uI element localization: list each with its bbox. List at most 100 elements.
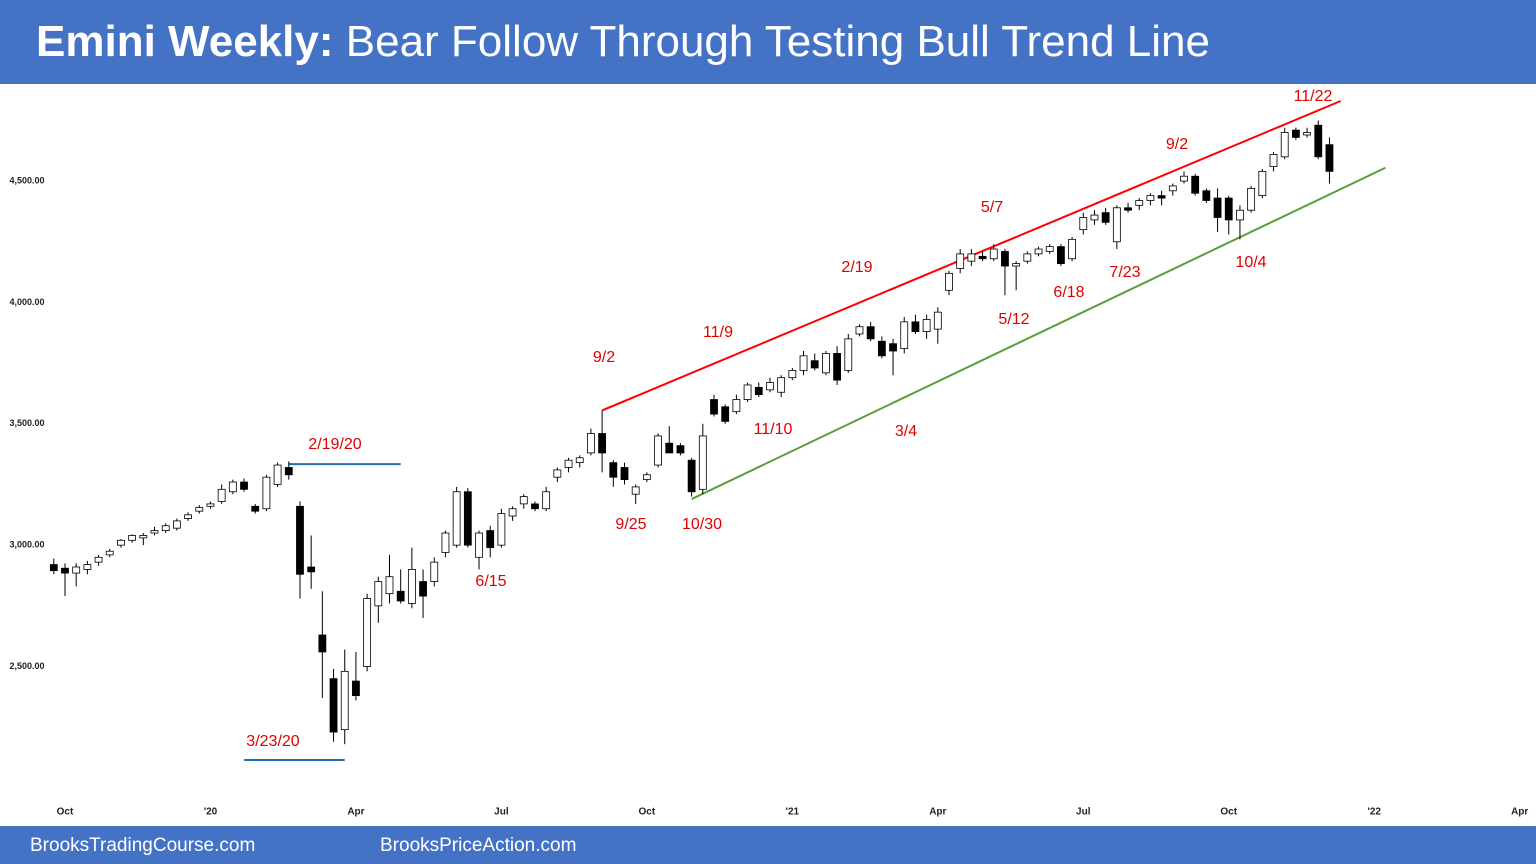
x-tick-label: Oct bbox=[639, 807, 656, 818]
candle-body bbox=[844, 338, 853, 371]
candle-body bbox=[911, 321, 920, 332]
candle-body bbox=[251, 505, 260, 512]
trend-line bbox=[691, 166, 1386, 500]
candle-body bbox=[475, 532, 483, 558]
candle-body bbox=[743, 384, 752, 400]
candle-body bbox=[564, 459, 573, 468]
candle-body bbox=[407, 569, 416, 604]
candle-body bbox=[240, 481, 248, 490]
annotation: 7/23 bbox=[1109, 264, 1140, 281]
candle-body bbox=[1045, 246, 1054, 252]
candle-body bbox=[161, 525, 170, 531]
candle-body bbox=[1101, 212, 1110, 223]
candle-body bbox=[61, 567, 69, 574]
candle-body bbox=[665, 442, 674, 454]
candle-body bbox=[1258, 170, 1267, 197]
candle-body bbox=[441, 532, 450, 553]
candle-body bbox=[273, 464, 282, 485]
footer-left: BrooksTradingCourse.com bbox=[30, 835, 255, 856]
candle-body bbox=[609, 462, 618, 478]
candle-body bbox=[150, 530, 159, 534]
candle-body bbox=[1124, 207, 1132, 211]
candle-body bbox=[396, 590, 405, 602]
candle-body bbox=[1079, 217, 1088, 231]
candle-body bbox=[933, 311, 942, 330]
candle-body bbox=[463, 491, 472, 546]
title-bold: Emini Weekly: bbox=[36, 17, 334, 66]
candle-body bbox=[1168, 185, 1177, 192]
candle-body bbox=[497, 513, 506, 546]
candle-body bbox=[1180, 175, 1188, 182]
x-tick-label: '22 bbox=[1367, 807, 1381, 818]
candle-body bbox=[833, 353, 841, 381]
candle-body bbox=[822, 353, 830, 374]
candle-body bbox=[1280, 132, 1289, 158]
annotation: 3/23/20 bbox=[246, 733, 299, 750]
candle-body bbox=[642, 474, 651, 481]
candle-body bbox=[83, 564, 92, 570]
candle-body bbox=[262, 476, 271, 510]
candle-body bbox=[598, 433, 607, 454]
candle-body bbox=[184, 514, 192, 519]
candle-body bbox=[1291, 129, 1300, 138]
candle-body bbox=[889, 343, 897, 352]
y-tick-label: 3,500.00 bbox=[9, 418, 44, 428]
candle-body bbox=[172, 520, 181, 529]
candle-body bbox=[1325, 144, 1334, 172]
candle-body bbox=[452, 491, 461, 546]
candle-body bbox=[766, 382, 774, 391]
candle-body bbox=[799, 355, 808, 371]
candle-body bbox=[1001, 251, 1009, 267]
annotation: 6/15 bbox=[475, 573, 506, 590]
x-tick-label: Oct bbox=[57, 807, 74, 818]
y-tick-label: 4,000.00 bbox=[9, 297, 44, 307]
candle-body bbox=[508, 508, 517, 517]
annotation: 9/25 bbox=[615, 516, 646, 533]
candle-body bbox=[531, 503, 539, 510]
candle-body bbox=[620, 467, 629, 481]
candle-body bbox=[105, 550, 114, 556]
candle-body bbox=[542, 491, 551, 510]
candle-body bbox=[217, 488, 226, 502]
candle-body bbox=[1247, 187, 1256, 211]
candle-body bbox=[1112, 207, 1121, 243]
candle-body bbox=[206, 503, 215, 507]
candle-body bbox=[363, 598, 372, 667]
annotation: 6/18 bbox=[1053, 284, 1084, 301]
candle-body bbox=[1303, 132, 1311, 136]
annotation: 2/19/20 bbox=[308, 436, 361, 453]
candle-body bbox=[49, 564, 58, 572]
annotation: 9/2 bbox=[593, 349, 615, 366]
candle-body bbox=[1157, 195, 1166, 199]
footer-right: BrooksPriceAction.com bbox=[380, 835, 576, 856]
candle-body bbox=[587, 433, 595, 454]
title-text: Bear Follow Through Testing Bull Trend L… bbox=[346, 17, 1210, 66]
x-tick-label: Apr bbox=[929, 807, 946, 818]
candle-body bbox=[1135, 200, 1144, 206]
candle-body bbox=[340, 670, 349, 731]
header-title: Emini Weekly: Bear Follow Through Testin… bbox=[36, 17, 1210, 66]
x-tick-label: '21 bbox=[786, 807, 800, 818]
annotation: 11/10 bbox=[754, 421, 793, 438]
candle-body bbox=[430, 561, 439, 582]
candle-body bbox=[1023, 253, 1032, 262]
annotation: 5/12 bbox=[998, 311, 1029, 328]
annotation: 10/30 bbox=[682, 516, 722, 533]
footer-bar bbox=[0, 826, 1536, 864]
candle-body bbox=[1146, 195, 1155, 201]
candle-body bbox=[877, 340, 886, 357]
candle-body bbox=[900, 321, 909, 349]
candle-body bbox=[1314, 124, 1323, 158]
candle-body bbox=[72, 566, 81, 574]
candle-body bbox=[810, 360, 819, 369]
candle-body bbox=[486, 530, 495, 548]
candle-body bbox=[318, 634, 327, 653]
candle-body bbox=[1269, 153, 1278, 167]
candle-body bbox=[866, 326, 875, 340]
candle-body bbox=[1090, 214, 1099, 221]
candle-body bbox=[374, 581, 383, 607]
x-tick-label: '20 bbox=[204, 807, 218, 818]
candle-body bbox=[1034, 248, 1043, 255]
x-tick-label: Apr bbox=[347, 807, 364, 818]
candle-body bbox=[989, 248, 998, 260]
